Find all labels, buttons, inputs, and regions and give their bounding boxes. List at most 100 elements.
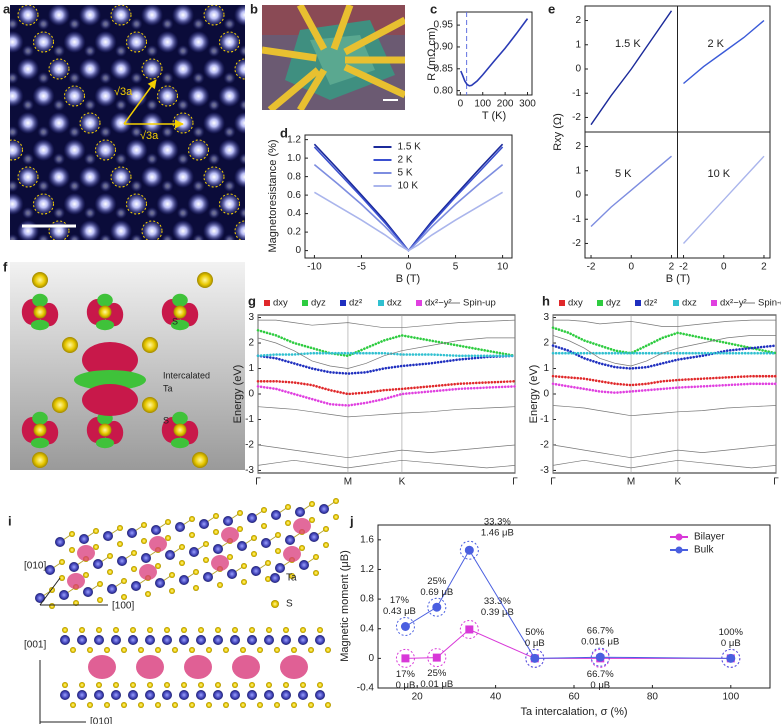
x-tick-label: -10	[307, 262, 322, 273]
x-tick-label: 60	[568, 692, 580, 703]
legend-label: Spin-down	[758, 298, 781, 309]
lobe	[95, 437, 115, 449]
atom	[98, 305, 112, 319]
x-tick-label: M	[344, 477, 352, 488]
panel-label: c	[430, 1, 437, 16]
sulfur	[142, 397, 158, 413]
electrode	[267, 67, 321, 110]
atom-spot	[63, 31, 86, 53]
ta	[162, 635, 172, 645]
marker-circle	[33, 193, 54, 215]
atom-spot	[239, 207, 245, 219]
y-tick-label: 0	[575, 190, 581, 201]
panel-annotation: 2 K	[708, 38, 725, 50]
panel-label: j	[349, 513, 354, 528]
atom-spot	[68, 234, 81, 240]
sulfur	[223, 647, 229, 653]
atom-spot	[68, 18, 81, 30]
y-tick-label: 3	[248, 312, 254, 323]
sulfur	[69, 547, 75, 553]
atom-spot	[53, 207, 65, 219]
marker-circle	[219, 31, 240, 53]
series-line	[552, 405, 777, 417]
atom-spot	[0, 220, 8, 242]
atom-spot	[48, 5, 70, 26]
plot-frame	[552, 314, 777, 474]
sulfur	[155, 563, 161, 569]
ta	[45, 565, 55, 575]
atom-spot	[255, 234, 267, 246]
ta	[309, 532, 319, 542]
atom-spot	[146, 99, 158, 111]
sulfur	[203, 557, 209, 563]
atom-spot	[156, 31, 179, 53]
y-tick-label: 0.85	[434, 63, 454, 74]
atom-spot	[172, 112, 194, 134]
spin-density	[184, 655, 212, 679]
sulfur	[189, 702, 195, 708]
y-tick-label: 0.4	[360, 623, 374, 634]
series-line	[551, 382, 778, 395]
atom-spot	[115, 207, 127, 219]
atom-spot	[301, 0, 313, 3]
atom-spot	[192, 18, 205, 30]
data-label: 100%	[719, 627, 744, 638]
atom-spot	[0, 166, 8, 188]
data-label: 1.46 μB	[481, 528, 514, 539]
data-label: 33.3%	[484, 517, 511, 528]
halo	[459, 619, 479, 639]
spin-density	[232, 655, 260, 679]
atom-spot	[187, 31, 210, 53]
ta	[285, 535, 295, 545]
panel-label: h	[542, 293, 550, 308]
atom-spot	[301, 207, 313, 219]
atom-spot	[187, 139, 210, 161]
spin-density	[280, 655, 308, 679]
atom-spot	[115, 45, 127, 57]
image-label: Ta	[286, 573, 297, 584]
y-tick-label: -1	[572, 88, 581, 99]
ta	[275, 563, 285, 573]
atom-spot	[53, 153, 65, 165]
y-tick-label: 0	[295, 245, 301, 256]
y-tick-label: 1	[575, 39, 581, 50]
image-label: √3a	[140, 130, 159, 142]
sulfur	[299, 545, 305, 551]
sulfur	[206, 702, 212, 708]
x-tick-label: Γ	[550, 477, 556, 488]
sulfur	[333, 498, 339, 504]
sulfur	[223, 702, 229, 708]
sulfur	[93, 544, 99, 550]
ta	[264, 635, 274, 645]
sulfur	[87, 647, 93, 653]
atom-spot	[84, 207, 96, 219]
x-tick-label: Γ	[255, 477, 261, 488]
image-label: [001]	[24, 640, 46, 651]
series-line	[551, 326, 778, 355]
atom-spot	[63, 193, 86, 215]
sulfur	[325, 647, 331, 653]
atom-spot	[84, 99, 96, 111]
atom-spot	[234, 5, 245, 26]
sulfur	[309, 501, 315, 507]
atom-spot	[177, 45, 189, 57]
atom-spot	[115, 153, 127, 165]
legend-label: dz²	[349, 298, 362, 309]
sulfur	[155, 647, 161, 653]
sulfur	[237, 526, 243, 532]
y-tick-label: 1.6	[360, 534, 374, 545]
sulfur	[317, 682, 323, 688]
atom-spot	[0, 112, 8, 134]
electrode	[296, 5, 328, 51]
atom-spot	[270, 261, 282, 273]
atom-spot	[161, 126, 174, 138]
ta	[151, 525, 161, 535]
marker-circle	[172, 112, 194, 134]
sulfur	[141, 522, 147, 528]
marker-circle	[203, 166, 225, 188]
atom-spot	[37, 126, 50, 138]
atom-spot	[115, 99, 127, 111]
spin-density	[67, 573, 85, 589]
atom-spot	[17, 112, 39, 134]
y-tick-label: 1	[575, 165, 581, 176]
